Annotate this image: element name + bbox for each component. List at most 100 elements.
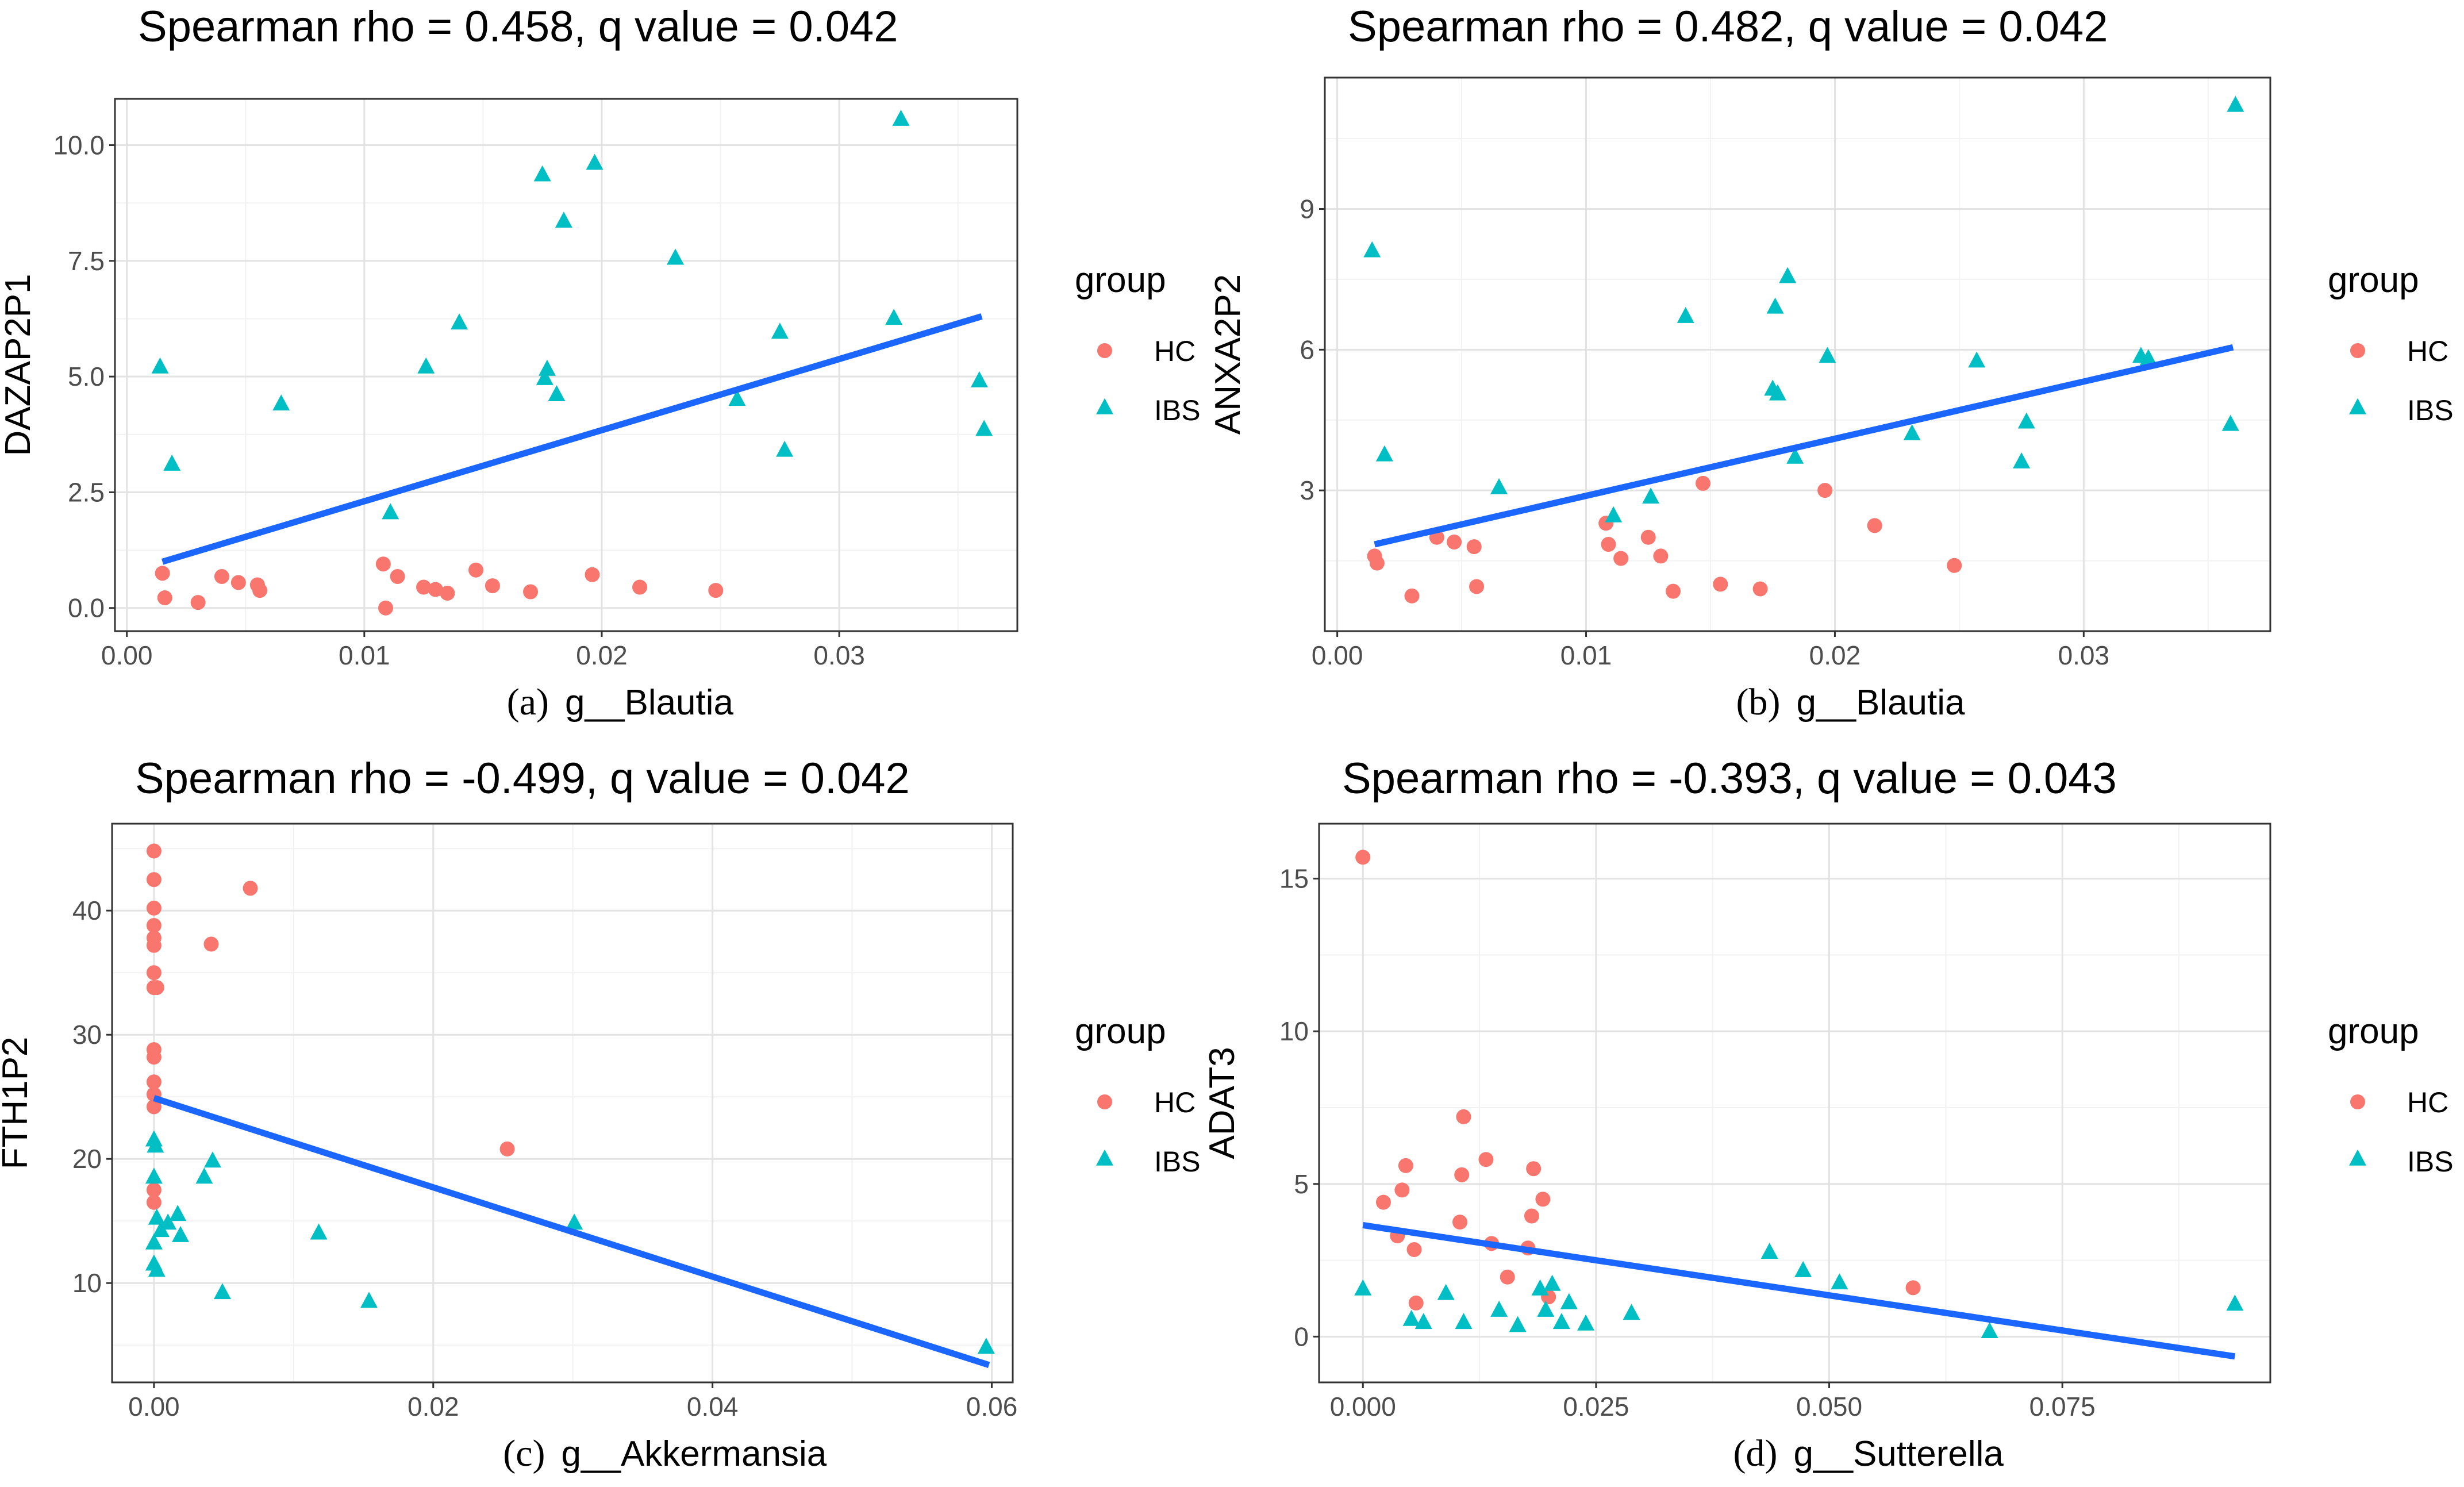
- chart-panel-a: 0.00 0.01 0.02 0.03 0.0 2.5 5.0 7.5 10.0 Spearman…: [0, 2, 1201, 723]
- hc-point: [1653, 548, 1669, 564]
- plot-border: [114, 98, 1018, 632]
- hc-point: [390, 568, 405, 584]
- y-tick-label: 3: [1300, 475, 1314, 505]
- ibs-point: [1677, 306, 1694, 323]
- ibs-point: [1760, 1243, 1778, 1259]
- hc-point: [1398, 1158, 1413, 1173]
- hc-point: [1466, 539, 1482, 555]
- y-axis-title: FTH1P2: [0, 1037, 35, 1170]
- legend-label-ibs: IBS: [2407, 1146, 2454, 1178]
- hc-point: [214, 568, 229, 584]
- ibs-point: [382, 503, 399, 520]
- ibs-point: [1531, 1279, 1549, 1296]
- hc-point: [1478, 1152, 1494, 1167]
- y-tick-label: 5: [1294, 1169, 1309, 1199]
- ibs-point: [885, 309, 903, 325]
- hc-point: [378, 600, 393, 616]
- hc-point: [1355, 850, 1371, 865]
- ibs-point: [2221, 414, 2239, 431]
- ibs-point: [1819, 347, 1836, 363]
- ibs-point: [1642, 487, 1660, 504]
- y-tick-label: 5.0: [68, 362, 105, 391]
- ibs-point: [1455, 1313, 1473, 1330]
- legend-key-ibs: [1096, 1149, 1113, 1166]
- ibs-point: [776, 440, 794, 457]
- x-tick-label: 0.00: [1312, 640, 1363, 670]
- panel-letter: (c): [503, 1432, 545, 1474]
- ibs-point: [1577, 1314, 1595, 1331]
- ibs-point: [1363, 241, 1381, 258]
- ibs-point: [1766, 297, 1784, 314]
- hc-point: [632, 579, 648, 595]
- hc-point: [1469, 579, 1485, 594]
- ibs-point: [417, 357, 435, 374]
- hc-point: [440, 585, 455, 601]
- y-tick-label: 20: [72, 1144, 102, 1174]
- ibs-point: [975, 420, 993, 436]
- x-tick-label: 0.02: [1809, 640, 1861, 670]
- hc-point: [1447, 534, 1462, 550]
- ibs-point: [1786, 447, 1804, 464]
- chart-panel-c: 0.00 0.02 0.04 0.06 10 20 30 40 Spearman rho = -…: [0, 754, 1201, 1474]
- hc-point: [428, 582, 443, 597]
- ibs-point: [148, 1261, 166, 1277]
- hc-point: [523, 584, 539, 600]
- legend-label-ibs: IBS: [1154, 394, 1201, 426]
- ibs-point: [159, 1213, 177, 1230]
- hc-point: [146, 918, 162, 933]
- ibs-point: [151, 357, 169, 374]
- ibs-point: [195, 1167, 213, 1184]
- legend-label-hc: HC: [2407, 335, 2448, 367]
- hc-point: [146, 843, 162, 859]
- hc-point: [1526, 1161, 1542, 1177]
- hc-point: [1500, 1269, 1515, 1285]
- chart-title: Spearman rho = 0.458, q value = 0.042: [138, 2, 898, 51]
- ibs-point: [1537, 1300, 1555, 1317]
- ibs-point: [1903, 424, 1921, 440]
- ibs-point: [2226, 1294, 2244, 1311]
- y-tick-label: 6: [1300, 335, 1314, 364]
- y-axis-title: ADAT3: [1202, 1047, 1242, 1159]
- ibs-point: [1769, 384, 1786, 401]
- x-tick-label: 0.03: [2058, 640, 2110, 670]
- ibs-point: [1490, 1300, 1508, 1317]
- hc-point: [243, 881, 258, 896]
- x-tick-label: 0.01: [339, 640, 390, 670]
- ibs-point: [360, 1292, 378, 1308]
- hc-point: [1408, 1295, 1424, 1311]
- ibs-point: [1509, 1316, 1527, 1332]
- x-tick-label: 0.025: [1563, 1392, 1629, 1421]
- hc-point: [146, 1182, 162, 1198]
- ibs-point: [586, 153, 603, 170]
- ibs-point: [145, 1233, 163, 1250]
- ibs-point: [163, 454, 181, 471]
- ibs-point: [169, 1205, 187, 1221]
- hc-point: [1752, 581, 1768, 597]
- ibs-point: [1375, 445, 1393, 462]
- legend-title: group: [1075, 260, 1166, 300]
- ibs-point: [272, 394, 290, 411]
- y-axis-title: DAZAP2P1: [0, 274, 38, 456]
- chart-title: Spearman rho = -0.499, q value = 0.042: [135, 754, 910, 803]
- ibs-point: [548, 385, 566, 402]
- legend-label-ibs: IBS: [1154, 1146, 1201, 1178]
- plot-border: [111, 823, 1014, 1384]
- legend-key-hc: [1097, 1094, 1112, 1109]
- y-tick-label: 0: [1294, 1321, 1309, 1351]
- ibs-point: [1779, 267, 1797, 283]
- hc-point: [1406, 1242, 1422, 1257]
- hc-point: [485, 578, 500, 594]
- ibs-point: [310, 1223, 328, 1240]
- ibs-point: [728, 390, 746, 406]
- legend-title: group: [2328, 260, 2419, 300]
- hc-point: [146, 1099, 162, 1115]
- chart-panel-b: 0.00 0.01 0.02 0.03 3 6 9 Spearman rho = 0.482,…: [1208, 2, 2454, 723]
- hc-point: [1524, 1208, 1539, 1224]
- plot-border: [1318, 823, 2271, 1384]
- legend-title: group: [1075, 1012, 1166, 1051]
- chart-title: Spearman rho = 0.482, q value = 0.042: [1348, 2, 2108, 51]
- hc-point: [1369, 555, 1385, 571]
- y-axis-title: ANXA2P2: [1208, 274, 1248, 435]
- y-tick-label: 9: [1300, 194, 1314, 224]
- hc-point: [1696, 475, 1710, 491]
